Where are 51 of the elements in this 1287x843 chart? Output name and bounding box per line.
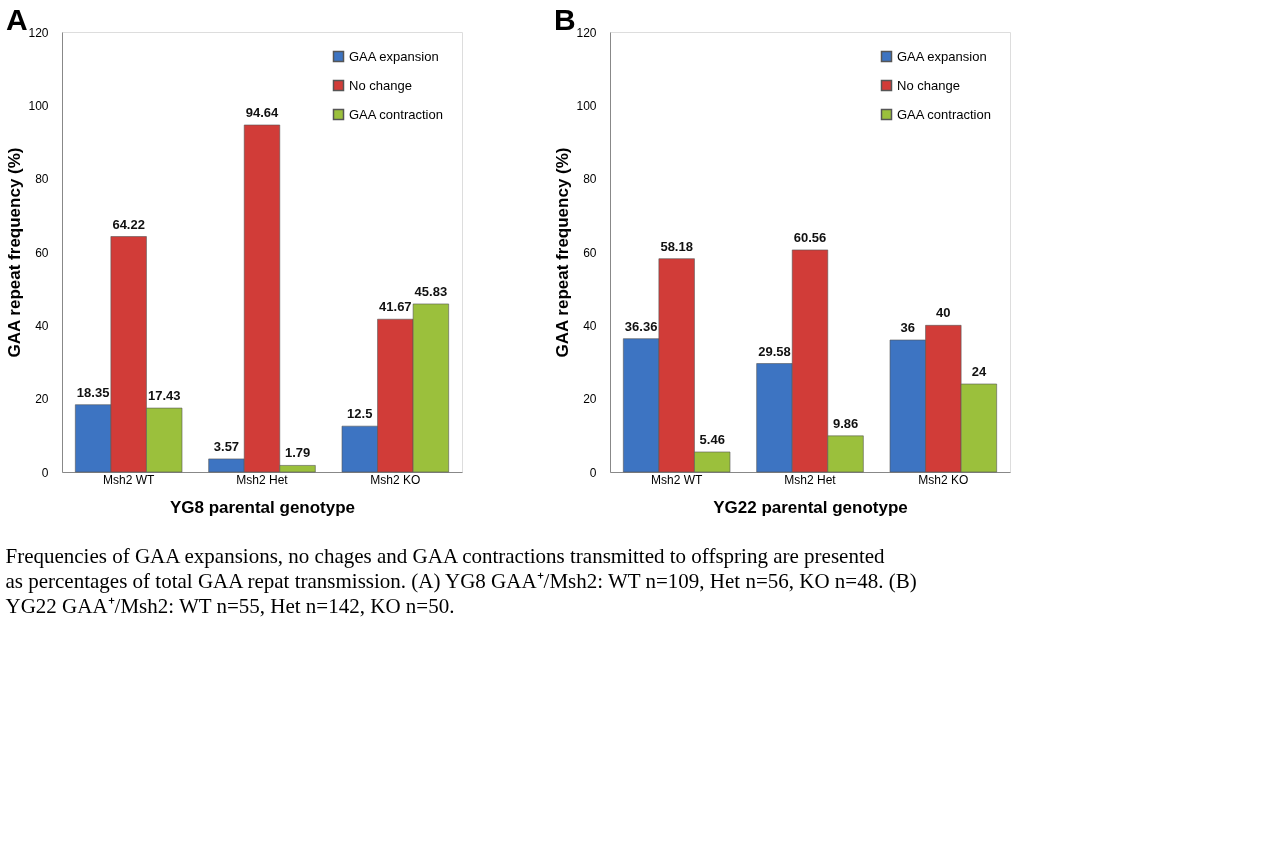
x-tick-label: Msh2 Het [784,472,837,487]
data-label: 17.43 [147,388,181,404]
data-label: 24 [971,364,987,379]
x-axis-title: YG8 parental genotype [169,497,356,517]
x-tick-label: Msh2 Het [236,472,289,487]
data-label: 3.57 [213,438,240,454]
y-axis-title: GAA repeat frequency (%) [5,147,25,358]
data-label: 94.64 [245,104,280,120]
data-label: 45.83 [414,283,448,299]
data-label: 58.18 [660,238,693,254]
y-tick-label: 100 [28,98,49,113]
legend-label: GAA expansion [349,48,439,64]
y-tick-label: 40 [35,318,49,333]
data-label: 64.22 [112,216,145,232]
data-label: 18.35 [76,384,110,400]
y-tick-label: 80 [583,172,597,187]
y-tick-label: 60 [35,245,49,260]
x-axis-title: YG22 parental genotype [713,497,908,517]
legend-label: No change [897,77,960,93]
legend-label: GAA contraction [897,106,991,122]
y-tick-label: 120 [576,25,597,40]
legend-label: GAA expansion [897,48,987,64]
y-axis-title: GAA repeat frequency (%) [553,147,573,358]
data-label: 36.36 [624,318,658,334]
y-tick-label: 120 [28,25,49,40]
data-label: 1.79 [284,445,311,461]
x-tick-label: Msh2 KO [370,472,421,487]
data-label: 36 [900,320,916,335]
y-tick-label: 0 [589,465,597,480]
data-label: 9.86 [832,415,859,431]
y-tick-label: 40 [583,318,597,333]
data-label: 41.67 [379,299,412,315]
y-tick-label: 100 [576,98,597,113]
data-label: 12.5 [347,406,373,422]
legend-label: No change [349,77,412,93]
legend-label: GAA contraction [349,106,443,122]
y-tick-label: 60 [583,245,597,260]
y-tick-label: 80 [35,172,49,187]
text: Frequencies of GAA expansions, no chages and GAA contractions transmitted to offspring are presented as percentages of total GAA repat transmission. (A) YG8 GAA⁺/Msh2: WT n=109, Het n=56, KO n=48. (B) YG22 GAA⁺/Msh2: WT n=55, Het n=142, KO n=50. [5,543,917,618]
x-tick-label: Msh2 WT [650,472,703,487]
data-label: 40 [936,305,951,321]
x-tick-label: Msh2 KO [918,472,969,487]
chart-title: B [553,3,576,36]
data-label: 5.46 [699,431,725,447]
y-tick-label: 20 [583,392,597,407]
chart-title: A [5,3,28,36]
data-label: 60.56 [793,229,827,245]
data-label: 29.58 [758,343,791,359]
y-tick-label: 0 [41,465,49,480]
y-tick-label: 20 [35,392,49,407]
x-tick-label: Msh2 WT [102,472,155,487]
